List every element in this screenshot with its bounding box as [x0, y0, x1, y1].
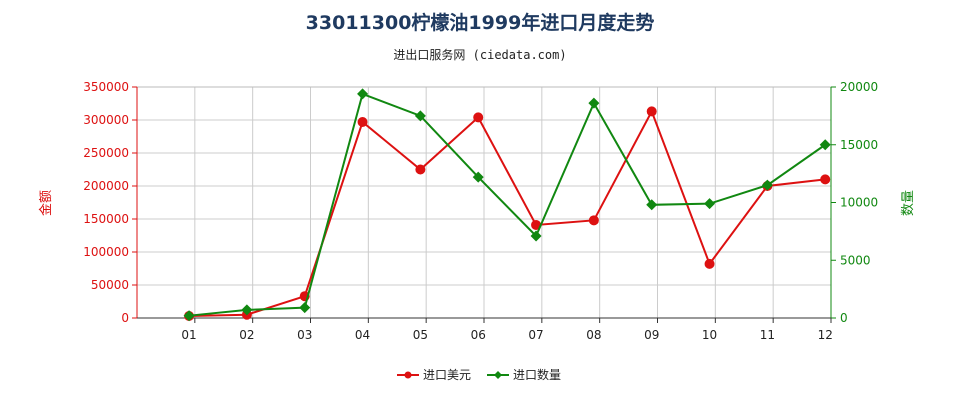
data-point-import-usd [357, 116, 368, 127]
right-axis-label: 数量 [901, 190, 916, 216]
left-axis-tick-label: 300000 [83, 113, 129, 127]
x-axis-tick-label: 07 [528, 328, 543, 342]
x-axis-tick-label: 11 [760, 328, 775, 342]
data-point-import-usd [646, 106, 657, 117]
chart-title: 33011300柠檬油1999年进口月度走势 [305, 12, 655, 34]
series-line-import-usd [189, 109, 826, 318]
right-axis-tick-label: 20000 [840, 80, 878, 94]
chart-subtitle: 进出口服务网 (ciedata.com) [393, 48, 567, 62]
data-point-import-quantity [299, 302, 311, 314]
legend-label: 进口美元 [423, 368, 471, 382]
legend-marker [404, 371, 412, 379]
left-axis-tick-label: 100000 [83, 245, 129, 259]
x-axis-tick-label: 08 [586, 328, 601, 342]
x-axis-tick-label: 05 [413, 328, 428, 342]
data-point-import-quantity [357, 88, 369, 100]
data-point-import-usd [704, 258, 715, 269]
legend-label: 进口数量 [513, 367, 561, 382]
left-axis-tick-label: 50000 [91, 278, 129, 292]
right-axis-tick-label: 10000 [840, 196, 878, 210]
data-point-import-quantity [704, 198, 716, 210]
series-line-import-quantity [188, 92, 826, 317]
data-point-import-usd [820, 174, 831, 185]
data-point-import-usd [588, 215, 599, 226]
x-axis-tick-label: 10 [702, 328, 717, 342]
x-axis-tick-label: 06 [471, 328, 486, 342]
left-axis-tick-label: 200000 [83, 179, 129, 193]
data-point-import-usd [415, 164, 426, 175]
right-axis-tick-label: 15000 [840, 138, 878, 152]
data-point-import-usd [473, 112, 484, 123]
x-axis-tick-label: 02 [239, 328, 254, 342]
left-axis-tick-label: 150000 [83, 212, 129, 226]
left-axis-tick-label: 350000 [83, 80, 129, 94]
data-point-import-quantity [183, 310, 195, 322]
x-axis-tick-label: 03 [297, 328, 312, 342]
data-point-import-quantity [819, 139, 831, 151]
data-point-import-quantity [414, 110, 426, 122]
data-point-import-quantity [530, 230, 542, 242]
left-axis-tick-label: 0 [121, 311, 129, 325]
x-axis-tick-label: 04 [355, 328, 370, 342]
left-axis-tick-label: 250000 [83, 146, 129, 160]
x-axis-tick-label: 12 [818, 328, 833, 342]
data-point-import-quantity [472, 171, 484, 183]
left-axis-label: 金额 [38, 190, 54, 216]
right-axis-tick-label: 0 [840, 311, 848, 325]
data-point-import-quantity [646, 199, 658, 211]
right-axis-tick-label: 5000 [840, 253, 871, 267]
data-point-import-quantity [761, 179, 773, 191]
data-point-import-quantity [588, 97, 600, 109]
data-point-import-quantity [241, 304, 253, 316]
legend-marker [494, 371, 502, 379]
data-point-import-usd [531, 219, 542, 230]
x-axis-tick-label: 01 [181, 328, 196, 342]
x-axis-tick-label: 09 [644, 328, 659, 342]
